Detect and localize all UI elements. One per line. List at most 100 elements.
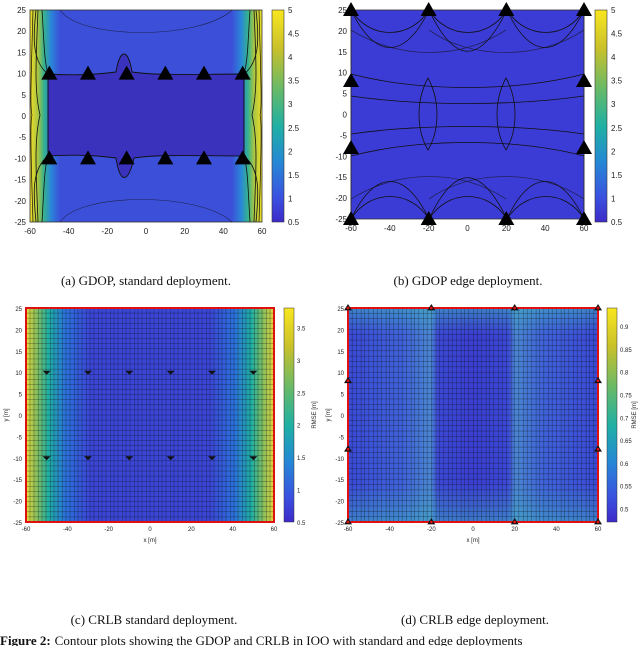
y-tick-label: -10 [335, 457, 344, 463]
anchor-marker [80, 65, 96, 80]
ylabel-d: y [m] [326, 408, 332, 421]
y-tick-label: 25 [338, 6, 347, 15]
anchor-marker [166, 370, 175, 375]
y-tick-label: 20 [15, 328, 22, 334]
colorbar [271, 9, 285, 223]
y-tick-label: -25 [335, 215, 347, 224]
xlabel-c: x [m] [144, 538, 157, 544]
colorbar-tick-label: 0.5 [611, 218, 623, 227]
panel-gdop-standard: -60 -40 -20 0 20 40 602520151050-5-10-15-20-25… [14, 6, 299, 236]
panel-crlb-edge: -60 -40 -20 0 20 40 60 25 20 15 10 5 0 -5 -10 -15 -20 -25… [335, 304, 632, 533]
anchor-marker [208, 456, 216, 461]
anchor-marker [166, 456, 175, 461]
x-tick-label: -20 [102, 227, 114, 236]
y-tick-label: 25 [337, 307, 344, 313]
x-tick-label: 0 [465, 224, 470, 233]
figure-caption: Figure 2: Contour plots showing the GDOP … [0, 633, 523, 646]
y-tick-label: -10 [13, 457, 22, 463]
colorbar-tick-label: 1.5 [611, 171, 623, 180]
anchor-marker [343, 211, 359, 225]
y-tick-label: -20 [335, 194, 347, 203]
anchor-marker [118, 65, 135, 80]
x-tick-label: 20 [180, 227, 189, 236]
x-tick-label: -40 [63, 527, 72, 533]
panel-crlb-standard: -60 -40 -20 0 20 40 60 25 20 15 10 5 0 -5 -10 -15 -20 -25… [13, 307, 306, 533]
anchor-marker [84, 370, 92, 375]
anchor-marker [80, 150, 96, 165]
y-tick-label: 20 [17, 27, 26, 36]
y-tick-label: -5 [19, 133, 27, 142]
y-tick-label: -20 [13, 500, 22, 506]
colorbar-tick-label: 0.8 [620, 371, 629, 377]
anchor-marker [41, 150, 58, 165]
colorbar-tick-label: 3 [297, 359, 301, 365]
caption-c: (c) CRLB standard deployment. [71, 612, 238, 627]
anchor-marker [196, 150, 212, 165]
y-tick-label: -5 [17, 435, 23, 441]
x-tick-label: -20 [423, 224, 435, 233]
x-tick-label: -20 [427, 527, 436, 533]
y-tick-label: 15 [15, 350, 22, 356]
y-tick-label: 10 [17, 70, 26, 79]
anchor-marker [498, 2, 515, 16]
anchor-marker [157, 150, 174, 165]
colorbar-tick-label: 5 [611, 6, 616, 15]
colorbar-tick-label: 4.5 [288, 30, 300, 39]
colorbar-tick-label: 0.7 [620, 416, 629, 422]
anchor-marker [343, 139, 359, 154]
anchor-marker [576, 139, 592, 154]
x-tick-label: 40 [229, 527, 236, 533]
colorbar-tick-label: 0.55 [620, 485, 632, 491]
anchor-marker [157, 65, 174, 80]
colorbar-tick-label: 1 [297, 489, 301, 495]
colorbar-tick-label: 0.5 [620, 507, 629, 513]
colorbar-label-c: RMSE [m] [312, 401, 318, 429]
y-tick-label: 0 [22, 112, 27, 121]
y-tick-label: -10 [14, 154, 26, 163]
x-tick-label: 60 [580, 224, 589, 233]
colorbar-tick-label: 0.5 [288, 218, 300, 227]
x-tick-label: -60 [344, 527, 353, 533]
anchor-marker [196, 65, 212, 80]
anchor-marker [42, 456, 51, 461]
anchor-marker [125, 370, 134, 375]
anchor-marker [125, 456, 134, 461]
y-tick-label: -15 [335, 173, 347, 182]
colorbar-tick-label: 3 [611, 100, 616, 109]
y-tick-label: 5 [341, 393, 345, 399]
figure-caption-text: Contour plots showing the GDOP and CRLB … [55, 633, 523, 646]
anchor-marker [234, 65, 251, 80]
colorbar-tick-label: 0.65 [620, 439, 632, 445]
y-tick-label: -25 [13, 521, 22, 527]
y-tick-label: 25 [17, 6, 26, 15]
y-tick-label: 0 [341, 414, 345, 420]
colorbar-tick-label: 0.75 [620, 394, 632, 400]
y-tick-label: 10 [15, 371, 22, 377]
x-tick-label: 40 [219, 227, 228, 236]
anchor-marker [420, 211, 437, 225]
plot-area [351, 10, 584, 219]
colorbar [606, 307, 618, 523]
x-tick-label: -40 [63, 227, 75, 236]
anchor-marker [249, 456, 258, 461]
caption-b: (b) GDOP edge deployment. [394, 273, 543, 288]
anchor-marker [249, 370, 258, 375]
anchor-marker [41, 65, 58, 80]
y-tick-label: 5 [22, 91, 27, 100]
y-tick-label: 0 [19, 414, 23, 420]
colorbar-tick-label: 3.5 [288, 77, 300, 86]
y-tick-label: -5 [339, 435, 345, 441]
x-tick-label: -60 [24, 227, 36, 236]
colorbar-tick-label: 0.85 [620, 348, 632, 354]
y-tick-label: -10 [335, 152, 347, 161]
x-tick-label: 20 [511, 527, 518, 533]
colorbar-label-d: RMSE [m] [632, 401, 638, 429]
x-tick-label: 0 [471, 527, 475, 533]
colorbar-tick-label: 4 [611, 53, 616, 62]
y-tick-label: -25 [14, 218, 26, 227]
colorbar-tick-label: 1 [611, 194, 616, 203]
x-tick-label: 40 [553, 527, 560, 533]
caption-d: (d) CRLB edge deployment. [401, 612, 549, 627]
colorbar-tick-label: 1 [288, 194, 293, 203]
x-tick-label: 0 [144, 227, 149, 236]
